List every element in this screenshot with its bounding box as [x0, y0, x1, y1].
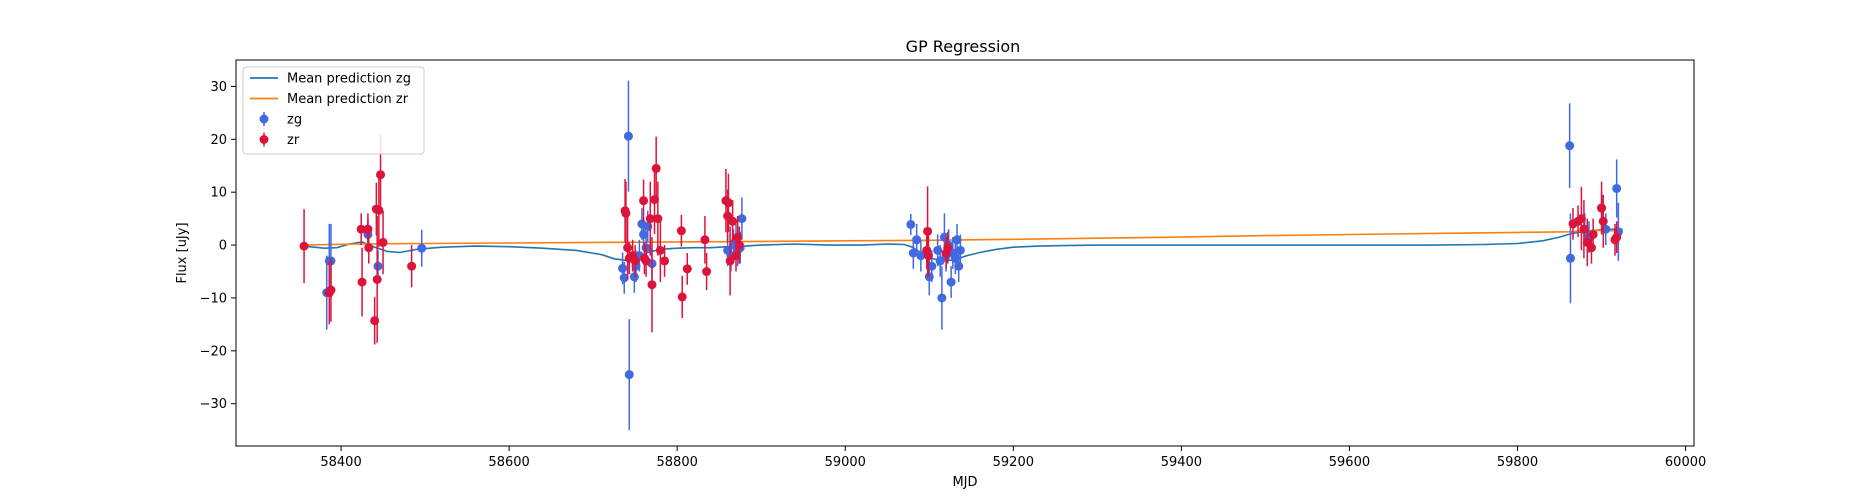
legend-marker-swatch — [259, 135, 269, 144]
data-point — [618, 263, 628, 273]
y-tick-label: −10 — [200, 291, 227, 306]
series-layer — [299, 80, 1623, 431]
data-point — [417, 243, 427, 253]
legend-entry-label: zg — [287, 113, 302, 128]
legend: Mean prediction zg Mean prediction zr zg zr — [242, 66, 425, 155]
data-point — [1612, 183, 1622, 193]
data-point — [700, 235, 710, 245]
mean-prediction-line — [303, 229, 1623, 246]
legend-entry-label: Mean prediction zg — [287, 72, 411, 87]
data-point — [641, 256, 651, 266]
data-point — [1598, 216, 1608, 226]
data-point — [702, 267, 712, 277]
data-point — [630, 256, 640, 266]
y-tick-label: 0 — [219, 239, 227, 254]
plot-area-frame — [235, 59, 1695, 447]
data-point — [954, 261, 964, 271]
data-point — [651, 163, 661, 173]
data-point — [363, 224, 373, 234]
data-point — [737, 214, 747, 224]
data-point — [326, 285, 336, 295]
x-axis-label: MJD — [952, 475, 977, 490]
y-tick-label: −30 — [200, 397, 227, 412]
data-point — [299, 241, 309, 251]
data-point — [378, 237, 388, 247]
data-point — [623, 131, 633, 141]
data-point — [952, 235, 962, 245]
data-point — [935, 256, 945, 266]
data-point — [908, 248, 918, 258]
x-axis-ticks: 58400 58600 58800 59000 59200 59400 59600 59800… — [320, 446, 1706, 470]
data-point — [619, 273, 629, 283]
data-point — [1579, 224, 1589, 234]
data-point — [733, 232, 743, 242]
data-point — [374, 205, 384, 215]
data-point — [376, 170, 386, 180]
data-point — [912, 235, 922, 245]
data-point — [1588, 229, 1598, 239]
data-point — [372, 274, 382, 284]
y-axis-ticks: −30 −20 −10 0 10 20 30 — [200, 80, 236, 412]
data-point — [927, 261, 937, 271]
y-tick-label: 30 — [210, 80, 227, 95]
legend-box — [242, 66, 425, 155]
data-point — [645, 214, 655, 224]
data-point — [676, 226, 686, 236]
legend-entry-label: Mean prediction zr — [287, 92, 409, 107]
y-tick-label: 20 — [210, 133, 227, 148]
legend-entry-label: zr — [287, 133, 300, 148]
errorbar-series — [322, 80, 1623, 431]
data-point — [923, 226, 933, 236]
data-point — [725, 256, 735, 266]
x-tick-label: 59200 — [993, 455, 1034, 470]
data-point — [728, 216, 738, 226]
data-point — [677, 292, 687, 302]
y-axis-label: Flux [uJy] — [175, 222, 190, 283]
data-point — [1586, 243, 1596, 253]
chart-title: GP Regression — [906, 37, 1021, 56]
data-point — [946, 277, 956, 287]
data-point — [950, 253, 960, 263]
data-point — [682, 264, 692, 274]
data-point — [723, 198, 733, 208]
data-point — [660, 256, 670, 266]
data-point — [364, 243, 374, 253]
data-point — [1565, 141, 1575, 151]
data-point — [629, 272, 639, 282]
x-tick-label: 58600 — [488, 455, 529, 470]
data-point — [621, 208, 631, 218]
data-point — [624, 370, 634, 380]
x-tick-label: 59400 — [1161, 455, 1202, 470]
data-point — [639, 196, 649, 206]
data-point — [943, 243, 953, 253]
data-point — [937, 293, 947, 303]
x-tick-label: 59800 — [1497, 455, 1538, 470]
x-tick-label: 58800 — [657, 455, 698, 470]
data-point — [407, 261, 417, 271]
x-tick-label: 60000 — [1665, 455, 1706, 470]
data-point — [955, 245, 965, 255]
data-point — [1612, 232, 1622, 242]
data-point — [734, 240, 744, 250]
data-point — [923, 251, 933, 261]
data-point — [647, 280, 657, 290]
data-point — [357, 277, 367, 287]
x-tick-label: 58400 — [320, 455, 361, 470]
legend-marker-swatch — [259, 114, 269, 124]
errorbar-series — [299, 135, 1622, 345]
y-tick-label: −20 — [200, 344, 227, 359]
data-point — [1565, 253, 1575, 263]
mean-prediction-line — [303, 228, 1623, 262]
x-tick-label: 59000 — [825, 455, 866, 470]
y-tick-label: 10 — [210, 186, 227, 201]
data-point — [1597, 203, 1607, 213]
data-point — [916, 251, 926, 261]
data-point — [623, 243, 633, 253]
data-point — [356, 224, 366, 234]
data-point — [906, 219, 916, 229]
x-tick-label: 59600 — [1329, 455, 1370, 470]
data-point — [373, 261, 383, 271]
data-point — [655, 245, 665, 255]
